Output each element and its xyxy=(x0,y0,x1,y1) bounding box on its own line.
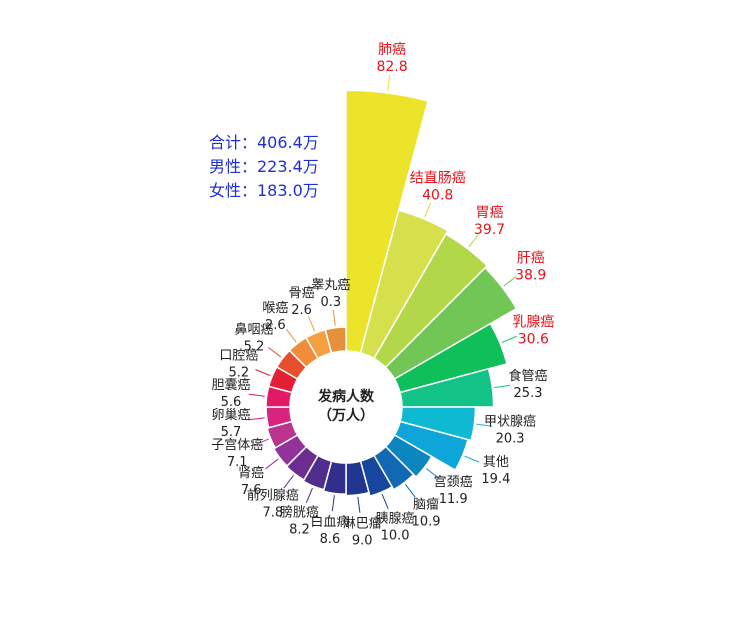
label-name-结直肠癌: 结直肠癌 xyxy=(410,170,466,187)
leader-子宫体癌 xyxy=(253,438,269,446)
leader-胆囊癌 xyxy=(248,393,265,397)
leader-胰腺癌 xyxy=(381,493,389,510)
label-value-食管癌: 25.3 xyxy=(514,386,543,401)
label-value-子宫体癌: 7.1 xyxy=(227,455,248,470)
leader-鼻咽癌 xyxy=(267,346,282,358)
leader-睾丸癌 xyxy=(332,309,336,326)
leader-其他 xyxy=(464,455,480,463)
label-value-肺癌: 82.8 xyxy=(376,59,407,75)
label-name-前列腺癌: 前列腺癌 xyxy=(247,487,299,503)
label-value-其他: 19.4 xyxy=(481,472,510,487)
label-name-膀胱癌: 膀胱癌 xyxy=(280,504,319,520)
label-name-卵巢癌: 卵巢癌 xyxy=(211,407,250,423)
label-name-子宫体癌: 子宫体癌 xyxy=(211,437,263,453)
leader-脑瘤 xyxy=(404,484,416,498)
label-value-胃癌: 39.7 xyxy=(474,222,505,238)
label-name-肾癌: 肾癌 xyxy=(238,465,264,481)
label-name-骨癌: 骨癌 xyxy=(289,285,315,301)
label-value-口腔癌: 5.2 xyxy=(228,366,249,381)
total-all: 合计：406.4万 xyxy=(209,133,319,152)
leader-肺癌 xyxy=(387,75,391,92)
leader-白血病 xyxy=(331,495,335,512)
leader-乳腺癌 xyxy=(501,335,517,343)
label-value-肝癌: 38.9 xyxy=(515,267,546,283)
leader-结直肠癌 xyxy=(424,201,432,218)
label-name-鼻咽癌: 鼻咽癌 xyxy=(234,321,273,337)
leader-膀胱癌 xyxy=(305,487,313,503)
leader-lines-group xyxy=(248,75,517,513)
total-male: 男性：223.4万 xyxy=(209,157,319,176)
leader-口腔癌 xyxy=(255,369,271,377)
label-value-睾丸癌: 0.3 xyxy=(321,295,342,310)
label-name-肺癌: 肺癌 xyxy=(378,42,406,58)
leader-甲状腺癌 xyxy=(476,423,493,427)
label-name-其他: 其他 xyxy=(483,455,509,470)
leader-淋巴瘤 xyxy=(357,496,361,513)
label-name-睾丸癌: 睾丸癌 xyxy=(311,277,350,293)
label-name-乳腺癌: 乳腺癌 xyxy=(512,314,554,330)
label-value-肾癌: 7.6 xyxy=(241,483,262,498)
label-name-胃癌: 胃癌 xyxy=(475,205,503,221)
leader-肾癌 xyxy=(265,458,279,470)
center-label-line-2: （万人） xyxy=(318,407,374,424)
label-name-喉癌: 喉癌 xyxy=(262,300,288,316)
label-name-白血病: 白血病 xyxy=(310,514,349,530)
label-value-淋巴瘤: 9.0 xyxy=(352,534,373,549)
total-female: 女性：183.0万 xyxy=(209,181,319,200)
label-name-脑瘤: 脑瘤 xyxy=(413,496,439,512)
label-value-结直肠癌: 40.8 xyxy=(422,188,453,204)
label-value-白血病: 8.6 xyxy=(320,532,341,547)
leader-喉癌 xyxy=(285,328,297,343)
center-circle xyxy=(290,351,402,463)
leader-前列腺癌 xyxy=(283,475,294,489)
label-value-喉癌: 2.6 xyxy=(265,318,286,333)
leader-卵巢癌 xyxy=(248,417,265,421)
leader-胃癌 xyxy=(468,233,479,248)
totals-summary: 合计：406.4万 男性：223.4万 女性：183.0万 xyxy=(209,131,319,203)
label-value-骨癌: 2.6 xyxy=(291,303,312,318)
leader-骨癌 xyxy=(308,316,316,332)
leader-宫颈癌 xyxy=(425,468,440,479)
label-value-脑瘤: 10.9 xyxy=(412,514,441,529)
label-name-淋巴瘤: 淋巴瘤 xyxy=(343,516,382,532)
label-name-食管癌: 食管癌 xyxy=(509,368,548,384)
label-name-胆囊癌: 胆囊癌 xyxy=(211,377,250,393)
label-value-甲状腺癌: 20.3 xyxy=(496,432,525,447)
label-value-胆囊癌: 5.6 xyxy=(221,395,242,410)
center-label-line-1: 发病人数 xyxy=(317,388,375,405)
label-name-肝癌: 肝癌 xyxy=(517,250,545,266)
leader-食管癌 xyxy=(494,384,511,388)
leader-肝癌 xyxy=(503,275,517,287)
label-value-乳腺癌: 30.6 xyxy=(518,331,549,347)
label-value-宫颈癌: 11.9 xyxy=(439,492,468,507)
label-name-甲状腺癌: 甲状腺癌 xyxy=(484,414,536,430)
label-value-前列腺癌: 7.8 xyxy=(262,505,283,520)
label-name-口腔癌: 口腔癌 xyxy=(219,348,258,364)
label-value-卵巢癌: 5.7 xyxy=(221,425,242,440)
label-value-胰腺癌: 10.0 xyxy=(381,528,410,543)
label-name-胰腺癌: 胰腺癌 xyxy=(376,510,415,526)
label-name-宫颈癌: 宫颈癌 xyxy=(434,474,473,490)
label-value-膀胱癌: 8.2 xyxy=(289,522,310,537)
label-value-鼻咽癌: 5.2 xyxy=(244,339,265,354)
